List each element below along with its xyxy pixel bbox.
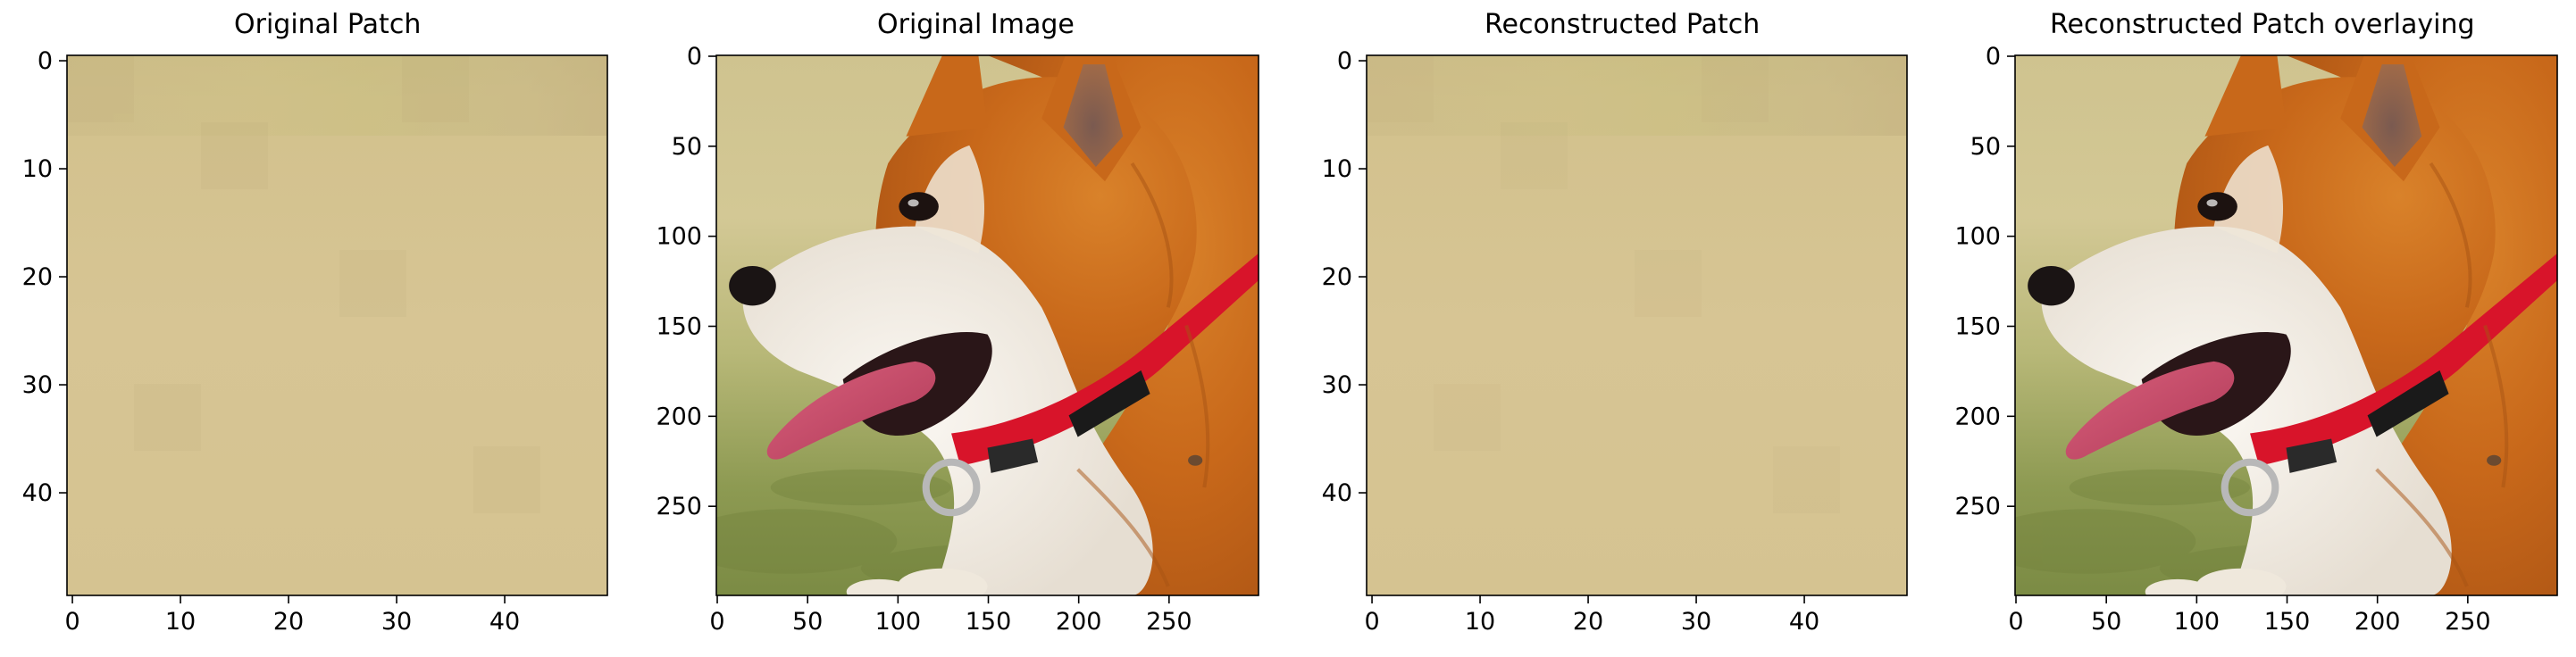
y-tick-label: 30 xyxy=(1322,371,1352,399)
y-tick-label: 50 xyxy=(672,133,702,161)
x-tick-label: 50 xyxy=(2091,608,2121,636)
y-tick-label: 20 xyxy=(1322,263,1352,291)
y-tick-label: 100 xyxy=(656,223,702,251)
x-tick-label: 10 xyxy=(165,608,196,636)
axes-frame xyxy=(66,54,608,596)
y-tick-label: 40 xyxy=(1322,479,1352,507)
x-tick-label: 50 xyxy=(792,608,823,636)
x-tick-label: 10 xyxy=(1465,608,1495,636)
x-tick-label: 20 xyxy=(1573,608,1603,636)
y-tick-label: 0 xyxy=(687,43,702,71)
y-tick-label: 10 xyxy=(1322,155,1352,183)
x-tick-label: 0 xyxy=(1364,608,1379,636)
x-tick-label: 30 xyxy=(381,608,412,636)
y-tick-label: 0 xyxy=(1337,47,1352,75)
y-tick-label: 20 xyxy=(22,263,53,291)
panel-title: Original Image xyxy=(877,9,1075,40)
x-tick-label: 0 xyxy=(64,608,79,636)
panel-original-image: Original Image xyxy=(625,0,1268,657)
x-tick-label: 200 xyxy=(2354,608,2401,636)
reconstructed-patch-image xyxy=(1367,55,1907,595)
y-tick-label: 150 xyxy=(656,313,702,341)
x-tick-label: 100 xyxy=(875,608,922,636)
axes-frame xyxy=(2014,54,2558,596)
x-tick-label: 40 xyxy=(1789,608,1819,636)
y-tick-label: 250 xyxy=(1954,493,2001,520)
axes-frame xyxy=(715,54,1259,596)
x-tick-label: 30 xyxy=(1681,608,1711,636)
x-tick-label: 0 xyxy=(2008,608,2023,636)
panel-reconstructed-patch: Reconstructed Patch xyxy=(1268,0,1911,657)
reconstructed-overlay-photo xyxy=(1979,37,2557,604)
x-tick-label: 0 xyxy=(709,608,724,636)
x-tick-label: 250 xyxy=(1146,608,1192,636)
y-tick-label: 200 xyxy=(1954,403,2001,430)
x-tick-label: 150 xyxy=(966,608,1012,636)
y-tick-label: 200 xyxy=(656,403,702,430)
y-tick-label: 0 xyxy=(38,47,53,75)
y-tick-label: 30 xyxy=(22,371,53,399)
x-tick-label: 250 xyxy=(2445,608,2491,636)
y-tick-label: 150 xyxy=(1954,313,2001,341)
panel-title: Original Patch xyxy=(234,9,422,40)
x-tick-label: 20 xyxy=(273,608,304,636)
panel-title: Reconstructed Patch overlaying xyxy=(2050,9,2475,40)
x-tick-label: 200 xyxy=(1056,608,1102,636)
y-tick-label: 100 xyxy=(1954,223,2001,251)
panel-title: Reconstructed Patch xyxy=(1485,9,1761,40)
x-tick-label: 40 xyxy=(489,608,520,636)
panel-original-patch: Original Patch xyxy=(0,0,625,657)
y-tick-label: 250 xyxy=(656,493,702,520)
y-tick-label: 0 xyxy=(1986,43,2001,71)
y-tick-label: 50 xyxy=(1970,133,2001,161)
y-tick-label: 40 xyxy=(22,479,53,507)
original-image-photo xyxy=(681,37,1259,604)
original-patch-image xyxy=(67,55,607,595)
axes-frame xyxy=(1366,54,1908,596)
y-tick-label: 10 xyxy=(22,155,53,183)
x-tick-label: 100 xyxy=(2174,608,2221,636)
panel-reconstructed-overlay: Reconstructed Patch overlaying xyxy=(1911,0,2576,657)
x-tick-label: 150 xyxy=(2264,608,2311,636)
